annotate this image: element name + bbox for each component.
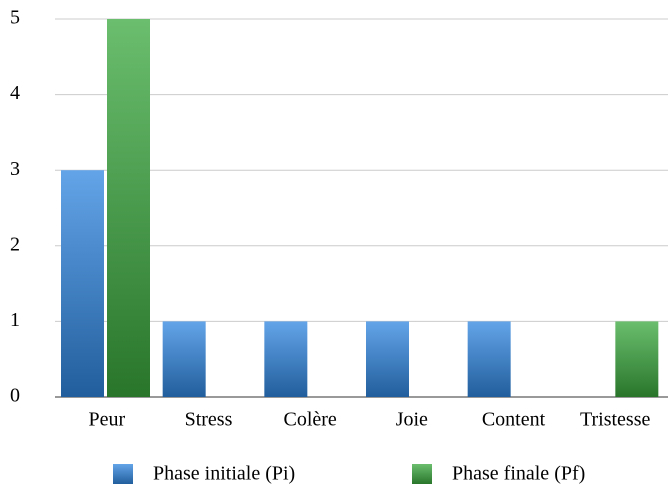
- x-tick-label: Colère: [284, 409, 337, 431]
- x-tick-label: Peur: [88, 409, 125, 431]
- x-tick-label: Tristesse: [580, 409, 651, 431]
- legend-label: Phase finale (Pf): [452, 463, 585, 485]
- legend-label: Phase initiale (Pi): [153, 463, 295, 485]
- bar: [366, 321, 409, 397]
- y-tick-label: 5: [10, 7, 20, 29]
- y-tick-label: 3: [10, 158, 20, 180]
- bar: [162, 321, 206, 397]
- legend-swatch: [412, 464, 432, 484]
- y-tick-label: 2: [10, 233, 20, 255]
- y-tick-label: 4: [10, 82, 20, 104]
- legend-swatch: [113, 464, 133, 484]
- x-tick-label: Content: [482, 409, 546, 431]
- bar: [61, 170, 104, 397]
- y-tick-label: 0: [10, 385, 20, 407]
- x-tick-label: Joie: [396, 409, 428, 431]
- y-tick-label: 1: [10, 309, 20, 331]
- bar: [467, 321, 511, 397]
- bar: [615, 321, 659, 397]
- x-tick-label: Stress: [185, 409, 233, 431]
- bar: [107, 19, 150, 397]
- bar: [264, 321, 308, 397]
